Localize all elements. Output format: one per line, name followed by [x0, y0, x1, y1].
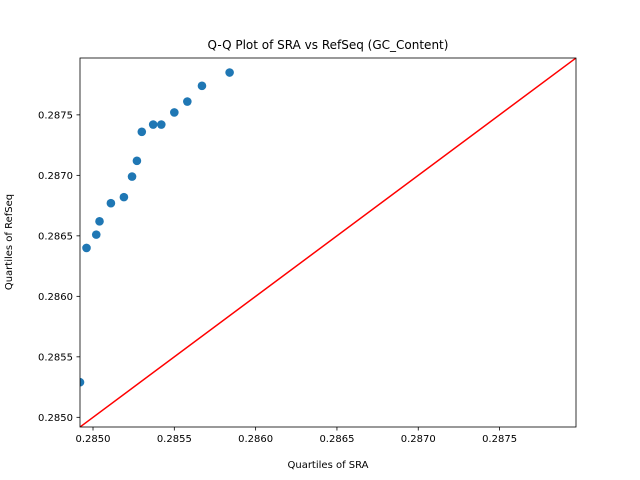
y-axis-label: Quartiles of RefSeq: [4, 194, 15, 290]
y-tick-label: 0.2850: [38, 413, 73, 424]
data-point: [170, 108, 179, 117]
data-point: [183, 97, 192, 106]
x-tick-label: 0.2865: [319, 434, 354, 445]
data-point: [106, 198, 116, 208]
x-tick-label: 0.2850: [76, 434, 111, 445]
y-tick-label: 0.2875: [38, 110, 73, 121]
data-point: [82, 243, 91, 253]
plot-area: 0.2850 0.2855 0.2860 0.2865 0.2870 0.2875 0.28…: [38, 57, 577, 445]
chart-title: Q-Q Plot of SRA vs RefSeq (GC_Content): [208, 38, 449, 52]
y-tick-label: 0.2855: [38, 352, 73, 363]
data-point: [119, 192, 129, 202]
reference-line: [80, 58, 576, 427]
data-point: [91, 230, 101, 239]
x-axis-label: Quartiles of SRA: [287, 460, 368, 471]
x-tick-label: 0.2860: [238, 434, 273, 445]
data-point: [137, 127, 147, 137]
data-point: [157, 120, 166, 129]
data-point: [127, 172, 137, 181]
y-tick-label: 0.2860: [38, 292, 73, 303]
y-tick-label: 0.2865: [38, 231, 73, 242]
axes-frame: [79, 57, 577, 428]
data-point: [225, 68, 234, 77]
data-point: [148, 120, 158, 129]
data-point: [197, 81, 207, 91]
data-point: [95, 217, 104, 226]
x-tick-label: 0.2870: [401, 434, 436, 445]
data-point: [80, 377, 85, 387]
x-tick-label: 0.2855: [157, 434, 192, 445]
y-tick-label: 0.2870: [38, 171, 73, 182]
x-tick-label: 0.2875: [482, 434, 517, 445]
data-point: [132, 156, 142, 166]
